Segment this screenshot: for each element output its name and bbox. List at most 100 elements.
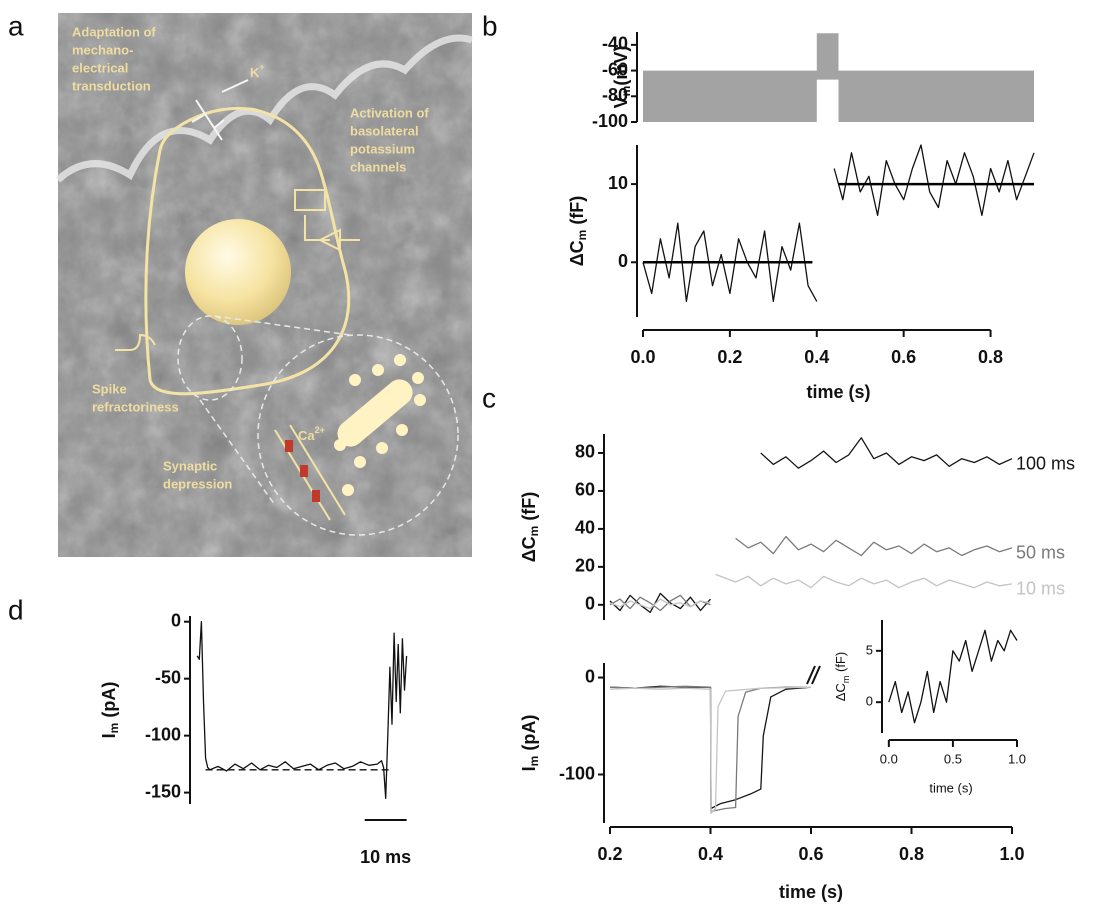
illustration-label: mechano- <box>72 42 133 57</box>
y-axis-title: Im (pA) <box>99 682 121 739</box>
label-part: K <box>250 65 260 80</box>
axis-title-part: I <box>99 733 119 738</box>
illustration-label: Synaptic <box>163 458 217 473</box>
channel-symbols <box>115 189 360 351</box>
illustration-label: Spike <box>92 381 127 396</box>
panel-label: a <box>8 10 24 41</box>
nucleus <box>185 219 291 325</box>
zoom-lines <box>199 315 351 506</box>
label-part: Ca <box>298 428 315 443</box>
x-tick-label: 1.0 <box>1008 751 1026 766</box>
y-tick-label: -150 <box>145 781 181 801</box>
axis-title-part: ΔC <box>833 683 848 701</box>
y-tick-label: 0 <box>171 610 181 630</box>
illustration-label: potassium <box>350 141 415 156</box>
panel-label: c <box>482 382 496 413</box>
x-axis-title: time (s) <box>779 882 843 902</box>
y-tick-label: 0 <box>585 666 595 686</box>
voltage-band <box>643 33 1034 122</box>
label-part: 2+ <box>315 425 325 435</box>
synaptic-body <box>337 379 413 447</box>
x-axis-title: time (s) <box>929 780 972 795</box>
series-label: 50 ms <box>1016 543 1065 563</box>
trace <box>196 621 408 799</box>
axis-title-part: ΔC <box>519 536 539 562</box>
illustration-label: basolateral <box>350 123 419 138</box>
x-tick-label: 0.4 <box>698 844 723 864</box>
axis-title-part: m <box>575 230 589 241</box>
y-tick-label: 40 <box>575 518 595 538</box>
axis-break <box>806 665 821 685</box>
y-tick-label: -50 <box>155 667 181 687</box>
trace <box>609 573 1013 610</box>
y-axis-title: Vm(mV) <box>611 46 633 109</box>
scale-bar-label: 10 ms <box>360 847 411 867</box>
x-tick-label: 0.2 <box>717 347 742 367</box>
y-tick-label: 10 <box>608 173 628 193</box>
y-tick-label: 60 <box>575 480 595 500</box>
y-tick-label: -100 <box>559 763 595 783</box>
y-tick-label: 80 <box>575 442 595 462</box>
illustration: Adaptation of mechano- electrical transd… <box>55 13 474 557</box>
zoom-circle <box>177 315 243 401</box>
axis-title-part: m <box>107 723 121 734</box>
illustration-label: transduction <box>72 78 151 93</box>
trace <box>642 144 1035 303</box>
y-tick-label: 0 <box>618 251 628 271</box>
epithelium-surface <box>55 34 474 183</box>
axis-title-part: (fF) <box>567 196 587 230</box>
calcium-channels <box>285 440 320 502</box>
x-tick-label: 1.0 <box>999 844 1024 864</box>
illustration-label: channels <box>350 159 406 174</box>
y-tick-label: -80 <box>602 85 628 105</box>
axis-title-part: (pA) <box>99 682 119 723</box>
y-axis-title: Im (pA) <box>519 715 541 772</box>
axis-title-part: (mV) <box>611 46 631 86</box>
axis-title-part: m <box>527 756 541 767</box>
series-label: 10 ms <box>1016 579 1065 599</box>
arrows <box>191 79 249 141</box>
illustration-label: Activation of <box>350 105 429 120</box>
trace <box>888 629 1018 724</box>
zoom-circle <box>257 334 459 536</box>
illustration-label: Adaptation of <box>72 24 156 39</box>
axis-title-part: (fF) <box>519 492 539 526</box>
y-tick-label: 0 <box>866 694 873 709</box>
x-tick-label: 0.0 <box>630 347 655 367</box>
axis-title-part: m <box>841 676 851 684</box>
break-mark <box>806 665 821 685</box>
axis-title-part: (fF) <box>833 652 848 676</box>
axis-title-part: I <box>519 766 539 771</box>
y-axis-title: ΔCm (fF) <box>833 652 851 701</box>
label-part: + <box>259 62 264 72</box>
axis-title-part: m <box>619 86 633 97</box>
y-tick-label: 0 <box>585 594 595 614</box>
x-tick-label: 0.5 <box>944 751 962 766</box>
illustration-label: depression <box>163 476 232 491</box>
panel-label: d <box>8 594 24 625</box>
x-tick-label: 0.6 <box>798 844 823 864</box>
trace <box>609 437 1013 614</box>
y-tick-label: 5 <box>866 642 873 657</box>
y-axis-title: ΔCm (fF) <box>567 196 589 267</box>
x-axis-title: time (s) <box>806 382 870 402</box>
illustration-label: Ca2+ <box>298 425 325 443</box>
illustration-label: electrical <box>72 60 128 75</box>
axis-title-part: V <box>611 96 631 108</box>
series-label: 100 ms <box>1016 453 1075 473</box>
trace <box>609 535 1013 612</box>
illustration-label: K+ <box>250 62 265 80</box>
illustration-label: refractoriness <box>92 399 179 414</box>
y-tick-label: -60 <box>602 59 628 79</box>
x-tick-label: 0.4 <box>804 347 829 367</box>
axis-title-part: (pA) <box>519 715 539 756</box>
x-tick-label: 0.2 <box>597 844 622 864</box>
panel-label: b <box>482 10 498 41</box>
y-tick-label: 20 <box>575 556 595 576</box>
trace <box>609 686 812 814</box>
trace <box>643 182 1034 264</box>
y-axis-title: ΔCm (fF) <box>519 492 541 563</box>
y-tick-label: -40 <box>602 34 628 54</box>
x-tick-label: 0.8 <box>978 347 1003 367</box>
